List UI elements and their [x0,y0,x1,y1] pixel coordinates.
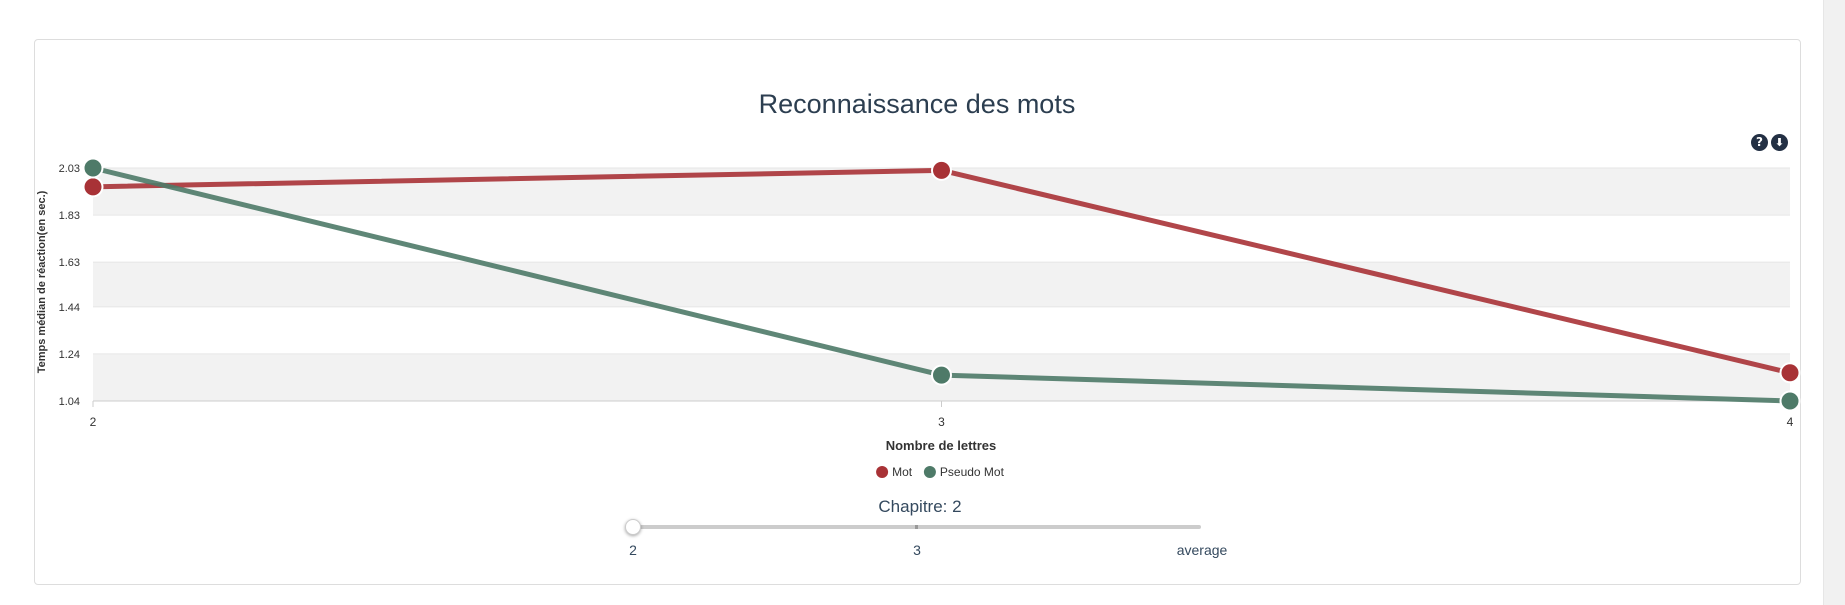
chapter-slider-handle[interactable] [625,519,641,535]
data-point-1[interactable] [1779,390,1801,412]
x-tick-label: 4 [1787,415,1794,429]
legend-item-0[interactable]: Mot [892,465,913,479]
x-axis-label: Nombre de lettres [886,438,997,453]
data-point-0[interactable] [82,176,104,198]
data-point-1[interactable] [931,364,952,386]
y-tick-label: 1.44 [59,302,80,314]
slider-step-3[interactable]: 3 [913,542,921,558]
y-tick-label: 1.04 [59,396,80,408]
chart-card [34,39,1801,585]
y-axis-label: Temps médian de réaction(en sec.) [36,190,48,373]
y-tick-label: 1.83 [59,210,80,222]
legend-item-1[interactable]: Pseudo Mot [940,465,1005,479]
legend-marker-1[interactable] [923,466,936,478]
chapter-slider-tick [915,525,918,529]
x-tick-label: 2 [90,415,97,429]
chart-title: Reconnaissance des mots [759,89,1076,119]
y-tick-label: 1.24 [59,349,80,361]
help-icon[interactable]: ? [1751,134,1768,151]
data-point-0[interactable] [931,159,952,181]
slider-step-2[interactable]: 2 [629,542,637,558]
y-tick-label: 1.63 [59,257,80,269]
data-point-1[interactable] [82,157,104,179]
chart-toolbar: ? ⬇ [1751,134,1793,152]
plot-band [93,262,1790,307]
download-icon[interactable]: ⬇ [1771,134,1788,151]
scrollbar[interactable] [1823,0,1845,605]
legend-marker-0[interactable] [876,466,889,478]
slider-step-average[interactable]: average [1176,542,1228,558]
data-point-0[interactable] [1779,362,1801,384]
chapter-slider-label: Chapitre: 2 [878,497,962,516]
y-tick-label: 2.03 [59,163,80,175]
x-tick-label: 3 [938,415,945,429]
